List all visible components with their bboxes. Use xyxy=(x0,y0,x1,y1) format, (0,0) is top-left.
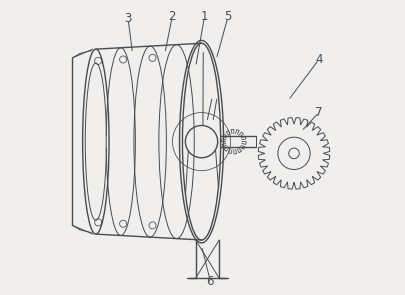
Text: 5: 5 xyxy=(224,10,231,23)
Text: 7: 7 xyxy=(314,106,322,119)
Text: 2: 2 xyxy=(168,10,175,23)
Text: 3: 3 xyxy=(124,12,132,25)
Text: 1: 1 xyxy=(200,10,208,23)
Text: 6: 6 xyxy=(206,275,213,288)
Text: 4: 4 xyxy=(314,53,322,66)
